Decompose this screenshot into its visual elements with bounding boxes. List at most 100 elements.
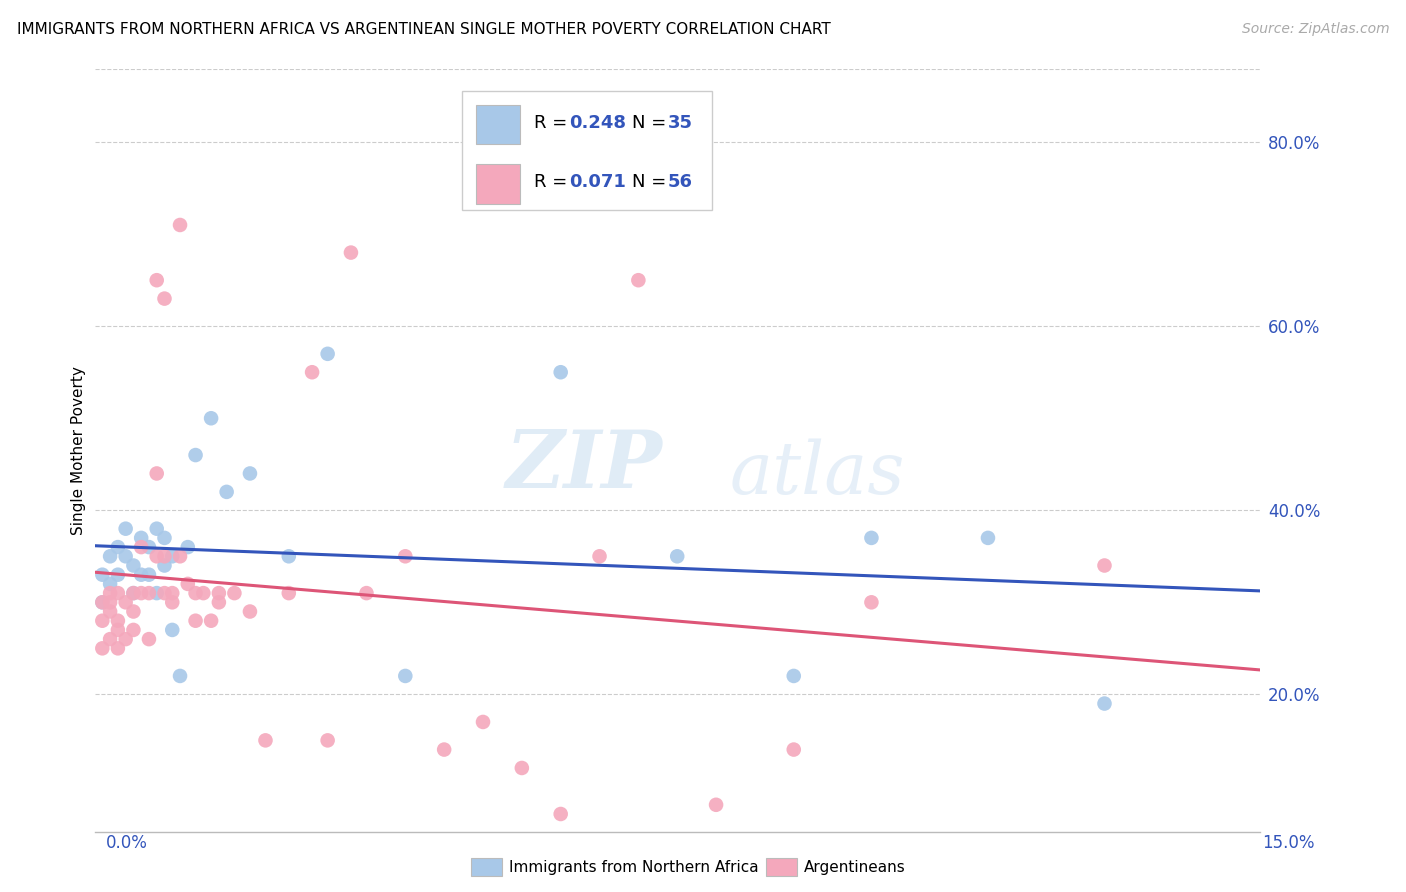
Point — [169, 549, 191, 564]
Point — [107, 614, 129, 628]
Point — [193, 586, 215, 600]
Point — [277, 586, 299, 600]
Point — [162, 623, 184, 637]
Point — [1094, 697, 1116, 711]
Point — [98, 577, 121, 591]
Point — [107, 641, 129, 656]
Point — [153, 558, 176, 573]
FancyBboxPatch shape — [475, 164, 520, 203]
Point — [208, 586, 231, 600]
Point — [239, 605, 262, 619]
Point — [301, 365, 323, 379]
Point — [433, 742, 456, 756]
Point — [122, 586, 145, 600]
Text: 56: 56 — [668, 173, 693, 191]
Point — [977, 531, 1000, 545]
Text: 15.0%: 15.0% — [1263, 834, 1315, 852]
Point — [91, 567, 114, 582]
Point — [107, 567, 129, 582]
Point — [860, 595, 883, 609]
Point — [91, 641, 114, 656]
Text: Source: ZipAtlas.com: Source: ZipAtlas.com — [1241, 22, 1389, 37]
Y-axis label: Single Mother Poverty: Single Mother Poverty — [72, 366, 86, 535]
Point — [114, 632, 136, 647]
Point — [129, 567, 152, 582]
Point — [145, 273, 167, 287]
Point — [239, 467, 262, 481]
Point — [184, 448, 207, 462]
Text: Immigrants from Northern Africa: Immigrants from Northern Africa — [509, 860, 759, 874]
Point — [356, 586, 378, 600]
Point — [129, 540, 152, 554]
Point — [162, 549, 184, 564]
Point — [153, 531, 176, 545]
Point — [394, 549, 416, 564]
Text: 0.248: 0.248 — [569, 114, 626, 132]
Point — [783, 742, 806, 756]
Point — [184, 586, 207, 600]
Point — [169, 218, 191, 232]
Point — [138, 586, 160, 600]
Point — [254, 733, 277, 747]
Point — [860, 531, 883, 545]
Point — [316, 733, 339, 747]
Point — [98, 605, 121, 619]
Point — [107, 586, 129, 600]
Text: R =: R = — [534, 114, 572, 132]
Point — [129, 531, 152, 545]
Point — [1094, 558, 1116, 573]
Point — [162, 595, 184, 609]
Point — [666, 549, 689, 564]
Point — [153, 292, 176, 306]
Point — [138, 540, 160, 554]
Text: N =: N = — [631, 173, 672, 191]
Point — [122, 605, 145, 619]
Point — [122, 623, 145, 637]
Point — [122, 558, 145, 573]
Text: ZIP: ZIP — [506, 427, 662, 505]
FancyBboxPatch shape — [475, 104, 520, 145]
Point — [177, 577, 200, 591]
Point — [107, 540, 129, 554]
Point — [200, 411, 222, 425]
Point — [91, 614, 114, 628]
Point — [138, 632, 160, 647]
Point — [472, 714, 495, 729]
Point — [316, 347, 339, 361]
Text: IMMIGRANTS FROM NORTHERN AFRICA VS ARGENTINEAN SINGLE MOTHER POVERTY CORRELATION: IMMIGRANTS FROM NORTHERN AFRICA VS ARGEN… — [17, 22, 831, 37]
Point — [184, 614, 207, 628]
Point — [588, 549, 610, 564]
Point — [122, 586, 145, 600]
Point — [145, 549, 167, 564]
Point — [145, 586, 167, 600]
Point — [340, 245, 363, 260]
Text: R =: R = — [534, 173, 572, 191]
Point — [98, 586, 121, 600]
Point — [91, 595, 114, 609]
Point — [550, 807, 572, 822]
Point — [550, 365, 572, 379]
Point — [98, 549, 121, 564]
Text: Argentineans: Argentineans — [804, 860, 905, 874]
Point — [169, 669, 191, 683]
Point — [783, 669, 806, 683]
Point — [114, 595, 136, 609]
Point — [114, 522, 136, 536]
Point — [114, 549, 136, 564]
Point — [145, 467, 167, 481]
FancyBboxPatch shape — [461, 92, 713, 210]
Point — [704, 797, 727, 812]
Text: 35: 35 — [668, 114, 693, 132]
Point — [200, 614, 222, 628]
Point — [153, 586, 176, 600]
Point — [627, 273, 650, 287]
Point — [107, 623, 129, 637]
Point — [394, 669, 416, 683]
Point — [138, 567, 160, 582]
Text: atlas: atlas — [730, 438, 905, 508]
Point — [98, 632, 121, 647]
Point — [129, 586, 152, 600]
Point — [153, 549, 176, 564]
Point — [215, 484, 238, 499]
Point — [208, 595, 231, 609]
